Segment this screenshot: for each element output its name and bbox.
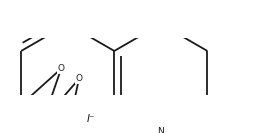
Text: I⁻: I⁻	[87, 114, 95, 124]
Text: O: O	[58, 64, 65, 73]
Text: O: O	[75, 74, 82, 84]
Text: N: N	[157, 127, 164, 133]
